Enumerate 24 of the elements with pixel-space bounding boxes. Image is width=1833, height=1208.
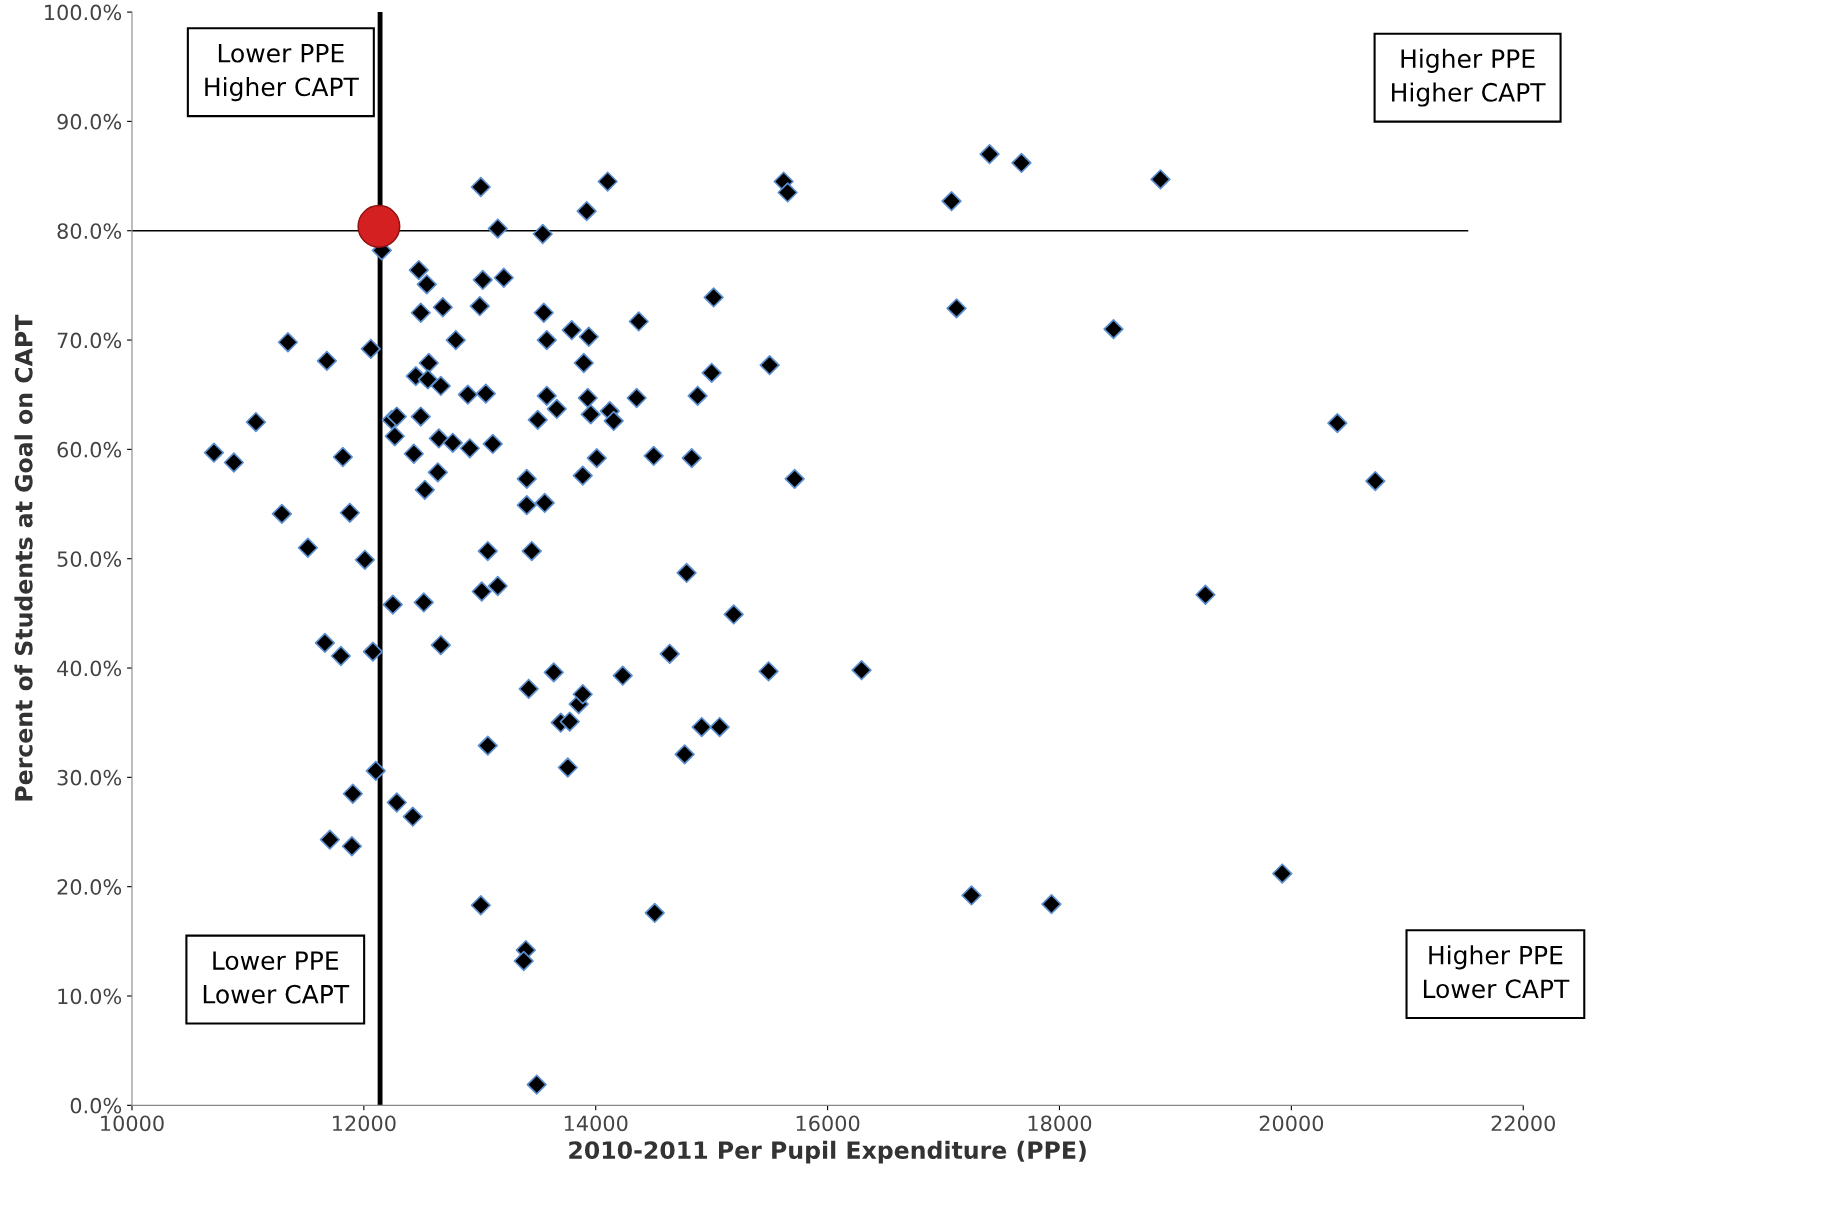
y-tick-label: 10.0% xyxy=(58,988,122,1005)
x-tick-label: 14000 xyxy=(564,1115,628,1132)
y-tick-label: 90.0% xyxy=(57,113,122,130)
y-tick-label: 70.0% xyxy=(57,332,122,349)
x-tick-label: 22000 xyxy=(1491,1115,1555,1132)
annotation: Lower PPE Higher CAPT xyxy=(205,44,359,102)
y-axis-title: Percent of Students at Goal on CAPT xyxy=(14,314,33,801)
annotation: Lower PPE Lower CAPT xyxy=(203,951,350,1004)
y-tick-label: 80.0% xyxy=(57,223,122,239)
x-tick-label: 18000 xyxy=(1028,1115,1092,1132)
y-tick-label: 20.0% xyxy=(57,879,122,895)
y-tick-label: 40.0% xyxy=(57,660,122,677)
y-tick-label: 30.0% xyxy=(57,769,122,786)
y-tick-label: 100.0% xyxy=(45,4,122,21)
x-tick-label: 12000 xyxy=(333,1115,396,1132)
y-tick-label: 0.0% xyxy=(70,1097,122,1114)
x-axis-title: 2010-2011 Per Pupil Expenditure (PPE) xyxy=(569,1140,1086,1164)
annotation: Higher PPE Higher CAPT xyxy=(1392,48,1546,107)
x-tick-label: 20000 xyxy=(1259,1115,1324,1132)
y-tick-label: 50.0% xyxy=(57,551,122,567)
x-tick-label: 16000 xyxy=(796,1115,860,1132)
y-tick-label: 60.0% xyxy=(57,441,122,458)
x-tick-label: 10000 xyxy=(101,1115,164,1132)
annotation: Higher PPE Lower CAPT xyxy=(1423,945,1570,999)
